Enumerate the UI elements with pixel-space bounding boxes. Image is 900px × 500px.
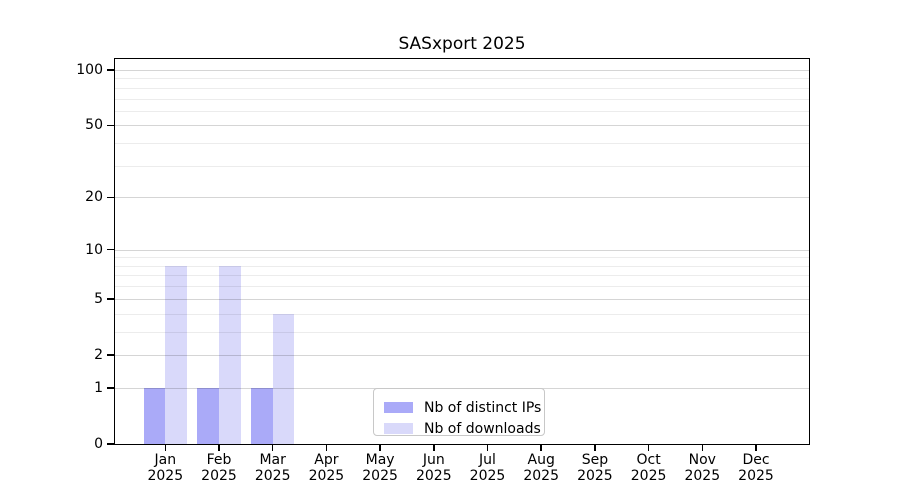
gridline-minor <box>114 286 810 287</box>
x-tick-label-jul: Jul 2025 <box>458 452 518 484</box>
y-tick-mark <box>107 69 114 71</box>
x-tick-mark <box>164 445 167 451</box>
y-tick-label: 20 <box>85 189 103 206</box>
x-tick-year: 2025 <box>630 468 667 484</box>
gridline-minor <box>114 99 810 100</box>
gridlines-layer <box>114 58 810 445</box>
x-tick-mark <box>647 445 650 451</box>
x-tick-mark <box>594 445 596 451</box>
x-tick-mark <box>755 445 757 451</box>
legend-label-downloads: Nb of downloads <box>424 420 541 437</box>
y-tick-mark <box>107 443 114 445</box>
y-tick-mark <box>107 387 114 389</box>
y-tick-mark <box>107 354 114 356</box>
x-tick-year: 2025 <box>201 468 237 484</box>
gridline-minor <box>114 266 810 267</box>
gridline-minor <box>114 166 810 167</box>
gridline-major <box>114 299 810 300</box>
x-tick-mark <box>433 445 435 451</box>
x-tick-label-oct: Oct 2025 <box>619 452 679 484</box>
x-tick-label-aug: Aug 2025 <box>511 452 571 484</box>
bar-downloads-mar <box>272 313 295 444</box>
x-tick-year: 2025 <box>684 468 721 484</box>
plot-area <box>114 58 810 445</box>
gridline-major <box>114 197 810 198</box>
gridline-minor <box>114 88 810 89</box>
legend-item-distinct-ips: Nb of distinct IPs <box>384 397 544 418</box>
x-tick-label-jan: Jan 2025 <box>135 452 195 484</box>
y-tick-mark <box>107 298 114 300</box>
gridline-major <box>114 250 810 251</box>
x-tick-label-may: May 2025 <box>350 452 410 484</box>
y-tick-label: 5 <box>94 290 103 307</box>
x-tick-label-sep: Sep 2025 <box>565 452 625 484</box>
x-tick-year: 2025 <box>362 468 398 484</box>
bar-downloads-feb <box>219 265 241 444</box>
y-tick-mark <box>107 248 114 251</box>
gridline-minor <box>114 314 810 315</box>
x-tick-mark <box>218 445 220 451</box>
x-tick-label-apr: Apr 2025 <box>296 452 356 484</box>
x-tick-label-mar: Mar 2025 <box>243 452 303 484</box>
gridline-minor <box>114 78 810 79</box>
gridline-major <box>114 70 810 71</box>
legend-label-distinct-ips: Nb of distinct IPs <box>424 399 542 416</box>
y-tick-mark <box>107 124 114 127</box>
x-tick-year: 2025 <box>469 468 506 484</box>
bar-distinct-ips-mar <box>251 387 273 444</box>
x-tick-year: 2025 <box>308 468 345 484</box>
legend-swatch-distinct-ips <box>384 402 413 413</box>
x-tick-year: 2025 <box>147 468 184 484</box>
gridline-major <box>114 125 810 126</box>
gridline-minor <box>114 111 810 112</box>
x-tick-label-nov: Nov 2025 <box>672 452 732 484</box>
x-tick-year: 2025 <box>523 468 559 484</box>
x-tick-year: 2025 <box>577 468 613 484</box>
y-tick-label: 1 <box>94 379 103 396</box>
bar-distinct-ips-jan <box>143 387 166 444</box>
x-tick-label-jun: Jun 2025 <box>404 452 464 484</box>
y-tick-label: 100 <box>76 62 103 78</box>
x-tick-mark <box>325 445 328 451</box>
gridline-major <box>114 355 810 356</box>
x-tick-mark <box>540 445 542 451</box>
y-tick-label: 2 <box>94 346 103 363</box>
x-tick-mark <box>379 445 381 451</box>
bar-downloads-jan <box>165 265 187 444</box>
chart-title: SASxport 2025 <box>398 34 526 54</box>
x-tick-mark <box>271 445 274 451</box>
y-tick-label: 0 <box>94 436 103 452</box>
legend-item-downloads: Nb of downloads <box>384 418 544 439</box>
y-tick-label: 10 <box>85 241 103 258</box>
bar-distinct-ips-feb <box>197 387 219 444</box>
gridline-minor <box>114 257 810 258</box>
y-tick-label: 50 <box>85 117 103 134</box>
x-tick-year: 2025 <box>415 468 452 484</box>
legend: Nb of distinct IPs Nb of downloads <box>373 388 545 439</box>
x-tick-year: 2025 <box>738 468 774 484</box>
gridline-minor <box>114 332 810 333</box>
bars-layer <box>114 58 810 445</box>
x-tick-label-feb: Feb 2025 <box>189 452 249 484</box>
gridline-minor <box>114 275 810 276</box>
x-tick-mark <box>486 445 489 451</box>
x-tick-mark <box>701 445 704 451</box>
gridline-minor <box>114 143 810 144</box>
legend-swatch-downloads <box>384 423 413 434</box>
y-tick-mark <box>107 196 114 199</box>
x-tick-label-dec: Dec 2025 <box>726 452 786 484</box>
x-tick-year: 2025 <box>254 468 291 484</box>
